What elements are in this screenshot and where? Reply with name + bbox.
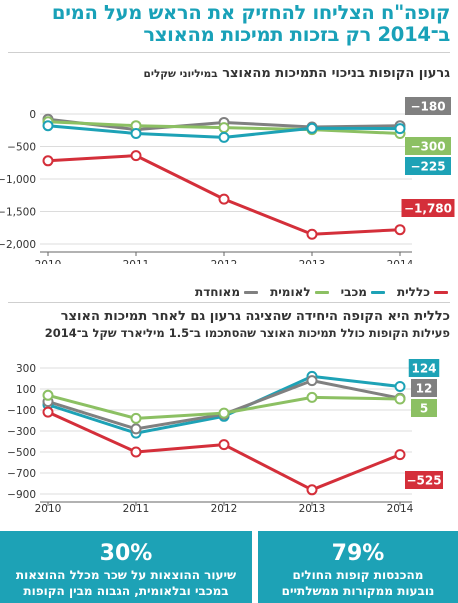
- y-tick-label: 0: [29, 109, 36, 121]
- data-point: [130, 423, 142, 435]
- end-label: 124: [411, 362, 436, 376]
- end-label-box: [405, 157, 451, 175]
- chart1-title: גרעון הקופות בניכוי התמיכות מהאוצר במילי…: [6, 66, 450, 82]
- end-label-box: [408, 359, 440, 377]
- y-tick-label: −100: [7, 405, 36, 417]
- data-point: [306, 484, 318, 496]
- data-point: [42, 120, 54, 132]
- y-tick-label: −2,000: [0, 239, 36, 251]
- data-point: [306, 228, 318, 240]
- divider: [8, 52, 450, 53]
- x-tick-label: 2014: [387, 503, 414, 515]
- x-tick-label: 2013: [299, 503, 326, 515]
- x-tick-label: 2011: [123, 503, 150, 515]
- series-line: [47, 374, 401, 435]
- end-label: −1,780: [404, 202, 452, 216]
- y-tick-label: 100: [16, 384, 36, 396]
- data-point: [306, 391, 318, 403]
- data-point: [394, 449, 406, 461]
- data-point: [218, 407, 230, 419]
- data-point: [42, 406, 54, 418]
- end-label-box: [405, 137, 451, 155]
- x-tick-label: 2014: [387, 259, 414, 264]
- end-label-box: [401, 199, 455, 217]
- data-point: [130, 412, 142, 424]
- data-point: [394, 380, 406, 392]
- data-point: [394, 123, 406, 135]
- data-point: [130, 150, 142, 162]
- x-tick-label: 2012: [211, 503, 238, 515]
- chart1-title-unit: במיליוני שקלים: [143, 68, 218, 80]
- x-tick-label: 2011: [123, 259, 150, 264]
- y-tick-label: 300: [16, 363, 36, 375]
- chart2-title: כללית היא הקופה היחידה שהציגה גרעון גם ל…: [60, 309, 450, 324]
- data-point: [130, 128, 142, 139]
- stat-line-1: שיעור ההוצאות על שכר מכלל ההוצאות: [15, 568, 237, 582]
- y-tick-label: −1,000: [0, 174, 36, 186]
- legend-swatch-clalit: [434, 290, 448, 294]
- legend-label-maccabi: מכבי: [340, 285, 367, 299]
- legend-item-maccabi: מכבי: [341, 285, 385, 299]
- data-point: [218, 193, 230, 205]
- stat-value: 30%: [99, 541, 153, 566]
- x-tick-label: 2010: [35, 259, 62, 264]
- data-point: [218, 131, 230, 143]
- x-tick-label: 2012: [211, 259, 238, 264]
- stat-line-1: מהכנסות קופות החולים: [292, 568, 424, 582]
- x-tick-label: 2010: [35, 503, 62, 515]
- legend-swatch-meuhedet: [244, 290, 259, 294]
- chart1-title-main: גרעון הקופות בניכוי התמיכות מהאוצר: [222, 66, 450, 81]
- legend-swatch-leumit: [314, 290, 329, 294]
- chart2-note: פעילות הקופות כולל תמיכות האוצר שהסתכמו …: [44, 326, 450, 340]
- data-point: [42, 155, 54, 167]
- y-tick-label: −900: [7, 489, 36, 501]
- x-tick-label: 2013: [299, 259, 326, 264]
- stat-value: 79%: [331, 541, 385, 566]
- chart-1: 0 −500 −1,000 −1,500 −2,000 2010 2011 2012 2013 2…: [0, 97, 455, 264]
- end-label: −225: [410, 160, 445, 174]
- legend-swatch-maccabi: [370, 290, 385, 294]
- legend-label-leumit: לאומית: [270, 285, 311, 299]
- y-tick-label: −500: [7, 447, 36, 459]
- y-tick-label: −700: [7, 468, 36, 480]
- legend-item-clalit: כללית: [397, 285, 448, 299]
- stat-line-2: במכבי ובלאומית, הגבוה מבין הקופות: [23, 584, 229, 598]
- stat-line-2: נובעות ממקורות ממשלתיים: [281, 584, 435, 598]
- y-tick-label: −1,500: [0, 207, 36, 219]
- chart-2: 300 100 −100 −300 −500 −700 −900 2010 2011 2012 20…: [7, 359, 443, 515]
- series-line: [47, 410, 401, 492]
- legend-item-meuhedet: מאוחדת: [195, 285, 259, 299]
- data-point: [42, 389, 54, 401]
- data-point: [394, 224, 406, 236]
- headline-line-1: קופה"ח הצליחו להחזיק את הראש מעל המים: [51, 1, 450, 24]
- end-label-box: [411, 379, 437, 397]
- end-label: −180: [410, 100, 445, 114]
- legend-label-clalit: כללית: [396, 285, 430, 299]
- data-point: [306, 122, 318, 134]
- y-tick-label: −500: [7, 142, 36, 154]
- headline-line-2: ב־2014 רק בזכות תמיכות מהאוצר: [143, 23, 450, 46]
- end-label: −525: [406, 474, 441, 488]
- stat-box-income: 79% מהכנסות קופות החולים נובעות ממקורות …: [258, 531, 458, 603]
- data-point: [218, 439, 230, 451]
- y-tick-label: −300: [7, 426, 36, 438]
- data-point: [306, 375, 318, 387]
- stat-box-salary: 30% שיעור ההוצאות על שכר מכלל ההוצאות במ…: [0, 531, 252, 603]
- divider: [8, 302, 450, 303]
- end-label-box: [405, 471, 443, 489]
- end-label: 12: [416, 382, 433, 396]
- legend: כללית מכבי לאומית מאוחדת: [195, 285, 448, 299]
- legend-label-meuhedet: מאוחדת: [195, 285, 241, 299]
- end-label-box: [405, 97, 451, 115]
- data-point: [394, 393, 406, 405]
- data-point: [130, 446, 142, 458]
- end-label: −300: [410, 140, 445, 154]
- legend-item-leumit: לאומית: [270, 285, 329, 299]
- end-label-box: [411, 399, 437, 417]
- end-label: 5: [420, 402, 428, 416]
- data-point: [218, 122, 230, 134]
- headline: קופה"ח הצליחו להחזיק את הראש מעל המים ב־…: [10, 2, 450, 46]
